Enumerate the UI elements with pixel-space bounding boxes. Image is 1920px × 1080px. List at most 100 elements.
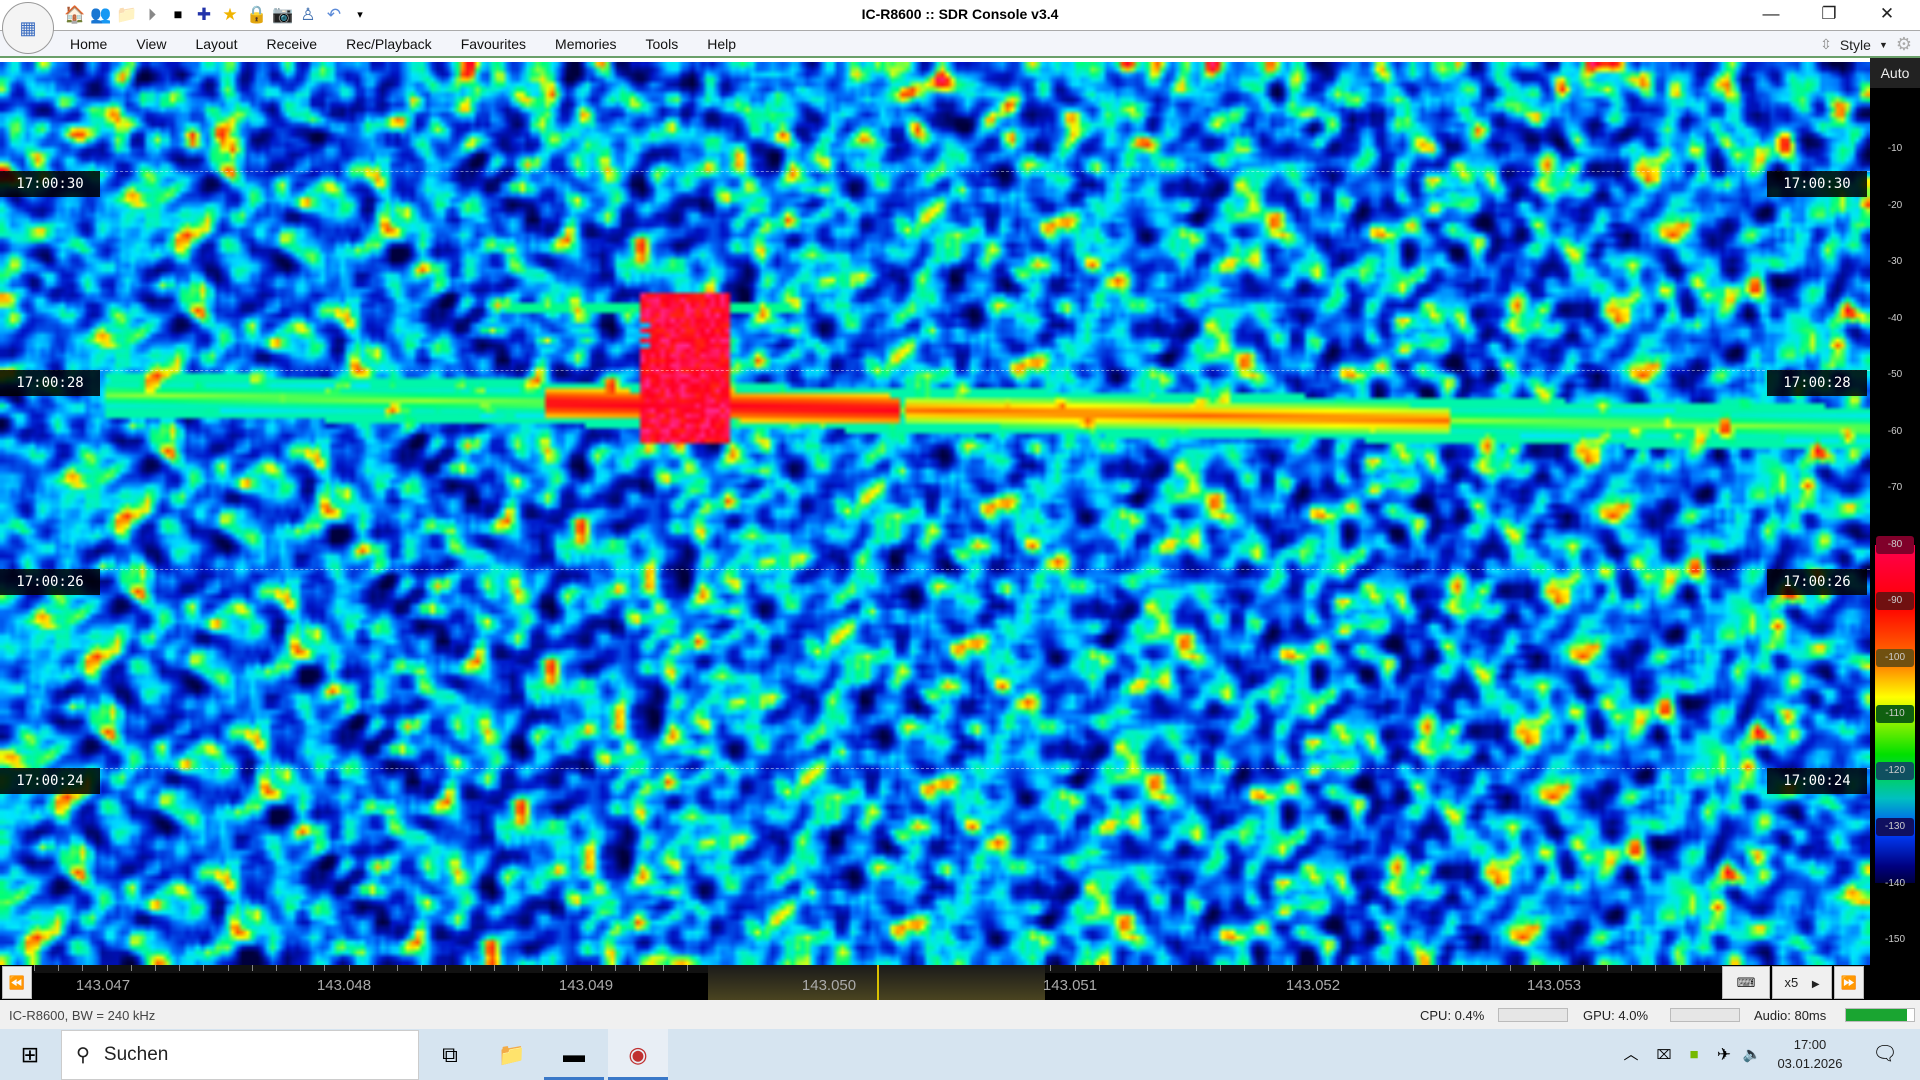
time-gridline [0,171,1870,172]
db-scale-label: -40 [1887,312,1903,324]
menu-receive[interactable]: Receive [266,36,318,52]
freq-label: 143.053 [1526,977,1582,994]
time-gridline [0,768,1870,769]
minimize-button[interactable]: — [1762,4,1780,23]
undo-icon[interactable]: ↶ [326,5,342,24]
star-icon[interactable]: ★ [222,5,238,24]
freq-label: 143.049 [558,977,614,994]
db-scale-label: -20 [1887,199,1903,211]
plus-icon[interactable]: ✚ [196,5,212,24]
freq-label: 143.050 [801,977,857,994]
waterfall-canvas[interactable] [0,62,1870,965]
waterfall-display[interactable]: 17:00:30 17:00:28 17:00:26 17:00:24 17:0… [0,62,1870,965]
app-logo-icon: ▦ [19,17,37,38]
auto-button[interactable]: Auto [1870,58,1920,88]
menu-bar: Home View Layout Receive Rec/Playback Fa… [0,30,1920,58]
scroll-left-button[interactable]: ⏪ [2,966,32,999]
menu-memories[interactable]: Memories [555,36,617,52]
audio-meter [1845,1008,1915,1022]
db-scale-label: -30 [1887,256,1903,267]
frequency-bar[interactable]: ⏪ 143.047 143.048 143.049 143.050 143.05… [0,965,1920,1000]
time-label-left: 17:00:28 [0,370,100,396]
gear-icon[interactable]: ⚙ [1895,34,1912,54]
db-scale-label: -60 [1887,425,1903,437]
taskbar: ⊞ ⚲ Suchen ⧉ 📁 ▬ ◉ ︿ ⌧ ■ ✈ 🔈 17:00 03.01.2… [0,1029,1920,1080]
folder-icon[interactable]: 📁 [116,5,138,24]
clock-date: 03.01.2026 [1777,1056,1843,1071]
camera-icon[interactable]: 📷 [272,5,294,24]
notifications-icon[interactable]: 🗨 [1872,1043,1898,1065]
volume-icon[interactable]: 🔈 [1742,1046,1762,1063]
tray-expand-icon[interactable]: ︿ [1623,1046,1639,1063]
gpu-meter [1670,1008,1740,1022]
menu-help[interactable]: Help [707,36,736,52]
db-scale-label: -70 [1887,482,1903,493]
menu-view[interactable]: View [136,36,167,52]
ribbon-toggle-icon[interactable]: ⇳ [1820,36,1832,52]
db-scale-label: -90 [1876,592,1914,610]
airplane-mode-icon[interactable]: ✈ [1716,1045,1732,1064]
db-scale-label: -50 [1887,369,1903,380]
time-gridline [0,370,1870,371]
application-menu-button[interactable]: ▦ [2,2,54,54]
chevron-down-icon[interactable]: ▼ [1878,39,1888,50]
menu-tools[interactable]: Tools [645,36,679,52]
nvidia-icon[interactable]: ■ [1689,1046,1699,1063]
antenna-icon[interactable]: ♙ [300,5,316,24]
menu-favourites[interactable]: Favourites [460,36,527,52]
search-icon: ⚲ [76,1044,90,1066]
style-dropdown[interactable]: Style [1839,36,1871,53]
keyboard-icon: ⌨ [1736,975,1756,990]
tuning-marker[interactable] [877,965,879,1000]
restore-button[interactable]: ❐ [1821,4,1837,23]
taskbar-search[interactable]: ⚲ Suchen [61,1030,419,1080]
status-bar: IC-R8600, BW = 240 kHz CPU: 0.4% GPU: 4.… [0,1000,1920,1029]
menu-layout[interactable]: Layout [195,36,238,52]
db-scale-label: -140 [1884,877,1905,889]
freq-label: 143.051 [1042,977,1098,994]
device-info: IC-R8600, BW = 240 kHz [9,1008,156,1023]
keyboard-button[interactable]: ⌨ [1722,966,1770,999]
db-scale-label: -150 [1884,934,1905,945]
time-label-left: 17:00:30 [0,171,100,197]
customize-icon[interactable]: ▾ [357,9,363,21]
db-scale-label: -120 [1876,761,1914,780]
terminal-icon[interactable]: ▬ [544,1029,604,1080]
zoom-factor-label: x5 [1784,975,1799,990]
users-icon[interactable]: 👥 [90,5,112,24]
time-label-left: 17:00:26 [0,569,100,595]
lock-icon[interactable]: 🔒 [246,5,268,24]
audio-latency: Audio: 80ms [1754,1008,1827,1023]
db-scale[interactable]: Auto -10 -20 -30 -40 -50 -60 -70 -80 -90 -100 -110… [1870,58,1920,965]
time-gridline [0,569,1870,570]
time-label-right: 17:00:24 [1767,768,1867,794]
freq-label: 143.048 [316,977,372,994]
quick-access-toolbar: 🏠 👥 📁 ⏵ ⏹ ✚ ★ 🔒 📷 ♙ ↶ ▾ [64,4,370,26]
play-icon[interactable]: ⏵ [147,5,157,24]
menu-rec-playback[interactable]: Rec/Playback [346,36,432,52]
db-scale-label: -110 [1876,705,1914,723]
power-icon[interactable]: ⌧ [1656,1047,1672,1062]
sdr-console-icon[interactable]: ◉ [608,1029,668,1080]
passband-highlight[interactable] [708,965,1045,1000]
task-view-icon[interactable]: ⧉ [442,1042,458,1067]
cpu-meter [1498,1008,1568,1022]
gpu-usage: GPU: 4.0% [1583,1008,1649,1023]
close-button[interactable]: ✕ [1879,4,1895,23]
zoom-factor-button[interactable]: x5 ▶ [1772,966,1832,999]
home-icon[interactable]: 🏠 [64,5,86,24]
time-label-right: 17:00:30 [1767,171,1867,197]
windows-start-icon[interactable]: ⊞ [20,1042,40,1067]
play-arrow-icon: ▶ [1811,979,1820,990]
window-title: IC-R8600 :: SDR Console v3.4 [861,6,1059,22]
time-label-right: 17:00:28 [1767,370,1867,396]
file-explorer-icon[interactable]: 📁 [498,1042,526,1067]
stop-icon[interactable]: ⏹ [173,5,183,24]
time-label-right: 17:00:26 [1767,569,1867,595]
menu-home[interactable]: Home [70,36,108,52]
scroll-right-button[interactable]: ⏩ [1834,966,1864,999]
clock[interactable]: 17:00 03.01.2026 [1775,1035,1845,1073]
freq-label: 143.052 [1285,977,1341,994]
search-placeholder: Suchen [103,1044,169,1065]
time-label-left: 17:00:24 [0,768,100,794]
